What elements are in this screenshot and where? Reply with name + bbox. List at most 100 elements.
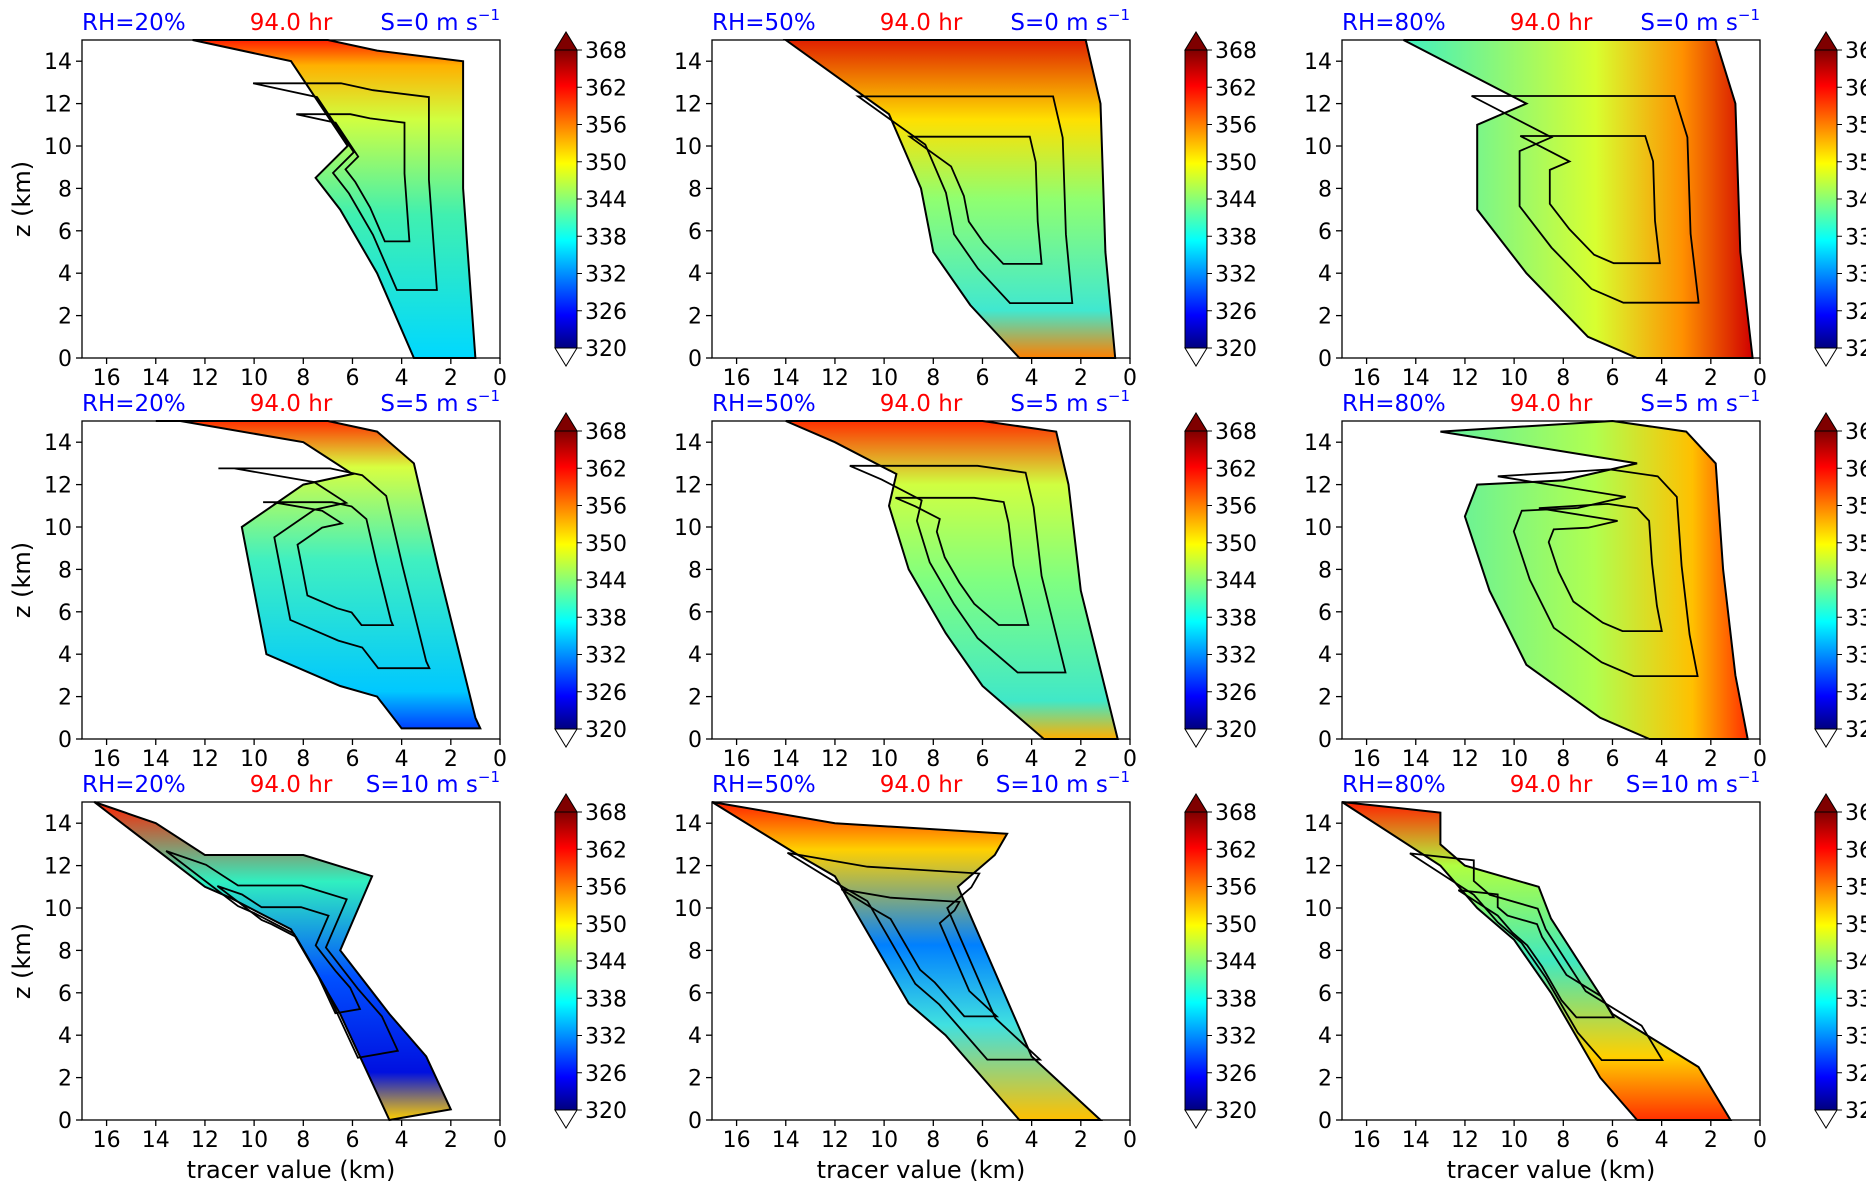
x-tick-label: 16 <box>723 366 751 391</box>
y-tick-label: 6 <box>688 220 702 245</box>
y-tick-label: 6 <box>58 220 72 245</box>
x-tick-label: 6 <box>1605 1128 1619 1153</box>
y-axis-label: z (km) <box>8 161 36 237</box>
colorbar-tick-label: 362 <box>1215 457 1257 482</box>
colorbar-tick-label: 338 <box>585 987 627 1012</box>
colorbar-body <box>1814 430 1838 730</box>
colorbar-tick-label: 338 <box>585 606 627 631</box>
colorbar-extend-max <box>554 793 578 813</box>
tracer-field <box>1403 40 1753 358</box>
x-tick-label: 4 <box>1655 366 1669 391</box>
inner-contour <box>165 850 400 1059</box>
time-title: 94.0 hr <box>1510 391 1593 417</box>
y-tick-label: 12 <box>1304 93 1332 118</box>
colorbar-tick-label: 338 <box>1215 225 1257 250</box>
colorbar: 320 326 332 338 344 350 356 362 368 <box>1814 793 1866 1129</box>
colorbar: 320 326 332 338 344 350 356 362 368 <box>1184 412 1257 748</box>
colorbar-extend-min <box>554 347 578 367</box>
colorbar-tick-label: 350 <box>1845 532 1866 557</box>
y-tick-label: 4 <box>58 1024 72 1049</box>
x-tick-label: 10 <box>240 366 268 391</box>
y-tick-label: 12 <box>1304 855 1332 880</box>
inner-contour <box>787 852 1043 1061</box>
rh-title: RH=50% <box>712 10 816 36</box>
inner-contour <box>218 467 431 670</box>
x-tick-label: 4 <box>1655 747 1669 772</box>
x-tick-label: 16 <box>1353 366 1381 391</box>
y-tick-label: 0 <box>1318 1109 1332 1134</box>
y-tick-label: 6 <box>688 601 702 626</box>
y-tick-label: 8 <box>58 558 72 583</box>
colorbar: 320 326 332 338 344 350 356 362 368 <box>1814 412 1866 748</box>
y-tick-label: 10 <box>44 897 72 922</box>
colorbar-tick-label: 362 <box>1845 457 1866 482</box>
y-tick-label: 8 <box>688 939 702 964</box>
colorbar-body <box>1184 49 1208 349</box>
outer-contour <box>155 420 482 730</box>
y-tick-label: 14 <box>674 431 702 456</box>
colorbar-tick-label: 332 <box>585 263 627 288</box>
colorbar-tick-label: 332 <box>585 1025 627 1050</box>
tracer-field <box>1440 421 1748 739</box>
rh-title: RH=80% <box>1342 772 1446 798</box>
shear-title: S=5 m s−1 <box>380 387 500 417</box>
tracer-field <box>785 421 1118 739</box>
tracer-field <box>1342 802 1731 1120</box>
x-tick-label: 0 <box>1123 366 1137 391</box>
inner-contour <box>1519 135 1661 265</box>
x-tick-label: 8 <box>296 366 310 391</box>
colorbar-tick-label: 338 <box>1845 987 1866 1012</box>
colorbar-tick-label: 320 <box>1845 337 1866 362</box>
axes-frame <box>1341 420 1761 740</box>
axes-frame <box>81 420 501 740</box>
x-tick-label: 8 <box>926 366 940 391</box>
x-tick-label: 16 <box>93 366 121 391</box>
x-tick-label: 6 <box>345 366 359 391</box>
x-tick-label: 6 <box>345 1128 359 1153</box>
axes-frame <box>711 39 1131 359</box>
colorbar-tick-label: 362 <box>1845 838 1866 863</box>
x-tick-label: 2 <box>444 1128 458 1153</box>
colorbar-tick-label: 332 <box>1215 1025 1257 1050</box>
x-tick-label: 10 <box>870 747 898 772</box>
rh-title: RH=80% <box>1342 391 1446 417</box>
x-tick-label: 12 <box>1451 747 1479 772</box>
y-tick-label: 10 <box>1304 135 1332 160</box>
colorbar-tick-label: 332 <box>1215 263 1257 288</box>
y-tick-label: 4 <box>1318 643 1332 668</box>
axes-frame <box>1341 801 1761 1121</box>
y-tick-label: 14 <box>44 812 72 837</box>
colorbar-tick-label: 350 <box>1215 913 1257 938</box>
x-tick-label: 12 <box>191 747 219 772</box>
x-tick-label: 14 <box>772 366 800 391</box>
outer-contour <box>1440 419 1749 740</box>
x-tick-label: 2 <box>1704 1128 1718 1153</box>
inner-contour <box>1538 502 1663 632</box>
y-tick-label: 6 <box>1318 982 1332 1007</box>
y-tick-label: 12 <box>44 855 72 880</box>
colorbar-extend-min <box>1184 1109 1208 1129</box>
x-tick-label: 4 <box>1655 1128 1669 1153</box>
panel-5: 16 14 12 10 8 6 4 2 0 0 2 4 6 8 10 12 14 RH=50% 94.0 hr S=5… <box>674 387 1257 772</box>
x-tick-label: 16 <box>723 747 751 772</box>
colorbar-tick-label: 350 <box>585 151 627 176</box>
y-tick-label: 0 <box>58 1109 72 1134</box>
y-tick-label: 4 <box>58 643 72 668</box>
x-tick-label: 0 <box>1753 1128 1767 1153</box>
x-tick-label: 12 <box>821 747 849 772</box>
colorbar-tick-label: 344 <box>1845 569 1866 594</box>
y-tick-label: 8 <box>1318 177 1332 202</box>
outer-contour <box>93 801 453 1122</box>
x-tick-label: 14 <box>142 747 170 772</box>
colorbar-tick-label: 326 <box>585 1062 627 1087</box>
colorbar-tick-label: 350 <box>1215 532 1257 557</box>
axes-frame <box>711 801 1131 1121</box>
y-tick-label: 14 <box>1304 50 1332 75</box>
inner-contour <box>1457 889 1616 1019</box>
colorbar-tick-label: 368 <box>1215 801 1257 826</box>
y-tick-label: 8 <box>688 558 702 583</box>
colorbar-tick-label: 326 <box>1215 1062 1257 1087</box>
axes-frame <box>711 420 1131 740</box>
axes-frame <box>81 801 501 1121</box>
colorbar: 320 326 332 338 344 350 356 362 368 <box>554 31 627 367</box>
